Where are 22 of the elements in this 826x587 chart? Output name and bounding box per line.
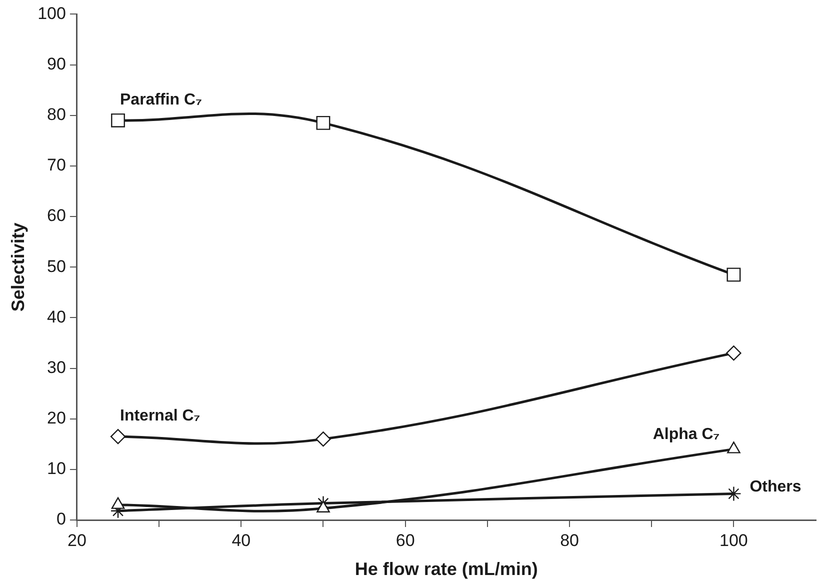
y-tick-label: 100 — [38, 4, 66, 23]
y-tick-label: 70 — [47, 156, 66, 175]
y-tick-label: 60 — [47, 206, 66, 226]
y-tick-label: 40 — [47, 307, 66, 326]
x-tick-label: 40 — [232, 530, 251, 550]
series-label: Alpha C₇ — [652, 426, 720, 444]
y-tick-label: 10 — [47, 459, 66, 478]
series-label: Others — [750, 478, 802, 496]
x-tick-label: 100 — [720, 530, 748, 550]
series-label: Paraffin C₇ — [120, 91, 202, 108]
y-tick-label: 90 — [47, 54, 66, 74]
x-tick-label: 60 — [396, 530, 415, 550]
y-tick-label: 30 — [47, 358, 66, 377]
series-label: Internal C₇ — [120, 408, 200, 425]
x-tick-label: 80 — [560, 530, 579, 550]
y-axis-title: Selectivity — [8, 222, 28, 312]
x-axis-title: He flow rate (mL/min) — [354, 559, 538, 580]
y-tick-label: 20 — [47, 408, 66, 428]
x-tick-label: 20 — [68, 530, 86, 550]
y-tick-label: 50 — [47, 256, 66, 276]
y-tick-label: 80 — [47, 105, 66, 124]
y-tick-label: 0 — [56, 510, 66, 529]
